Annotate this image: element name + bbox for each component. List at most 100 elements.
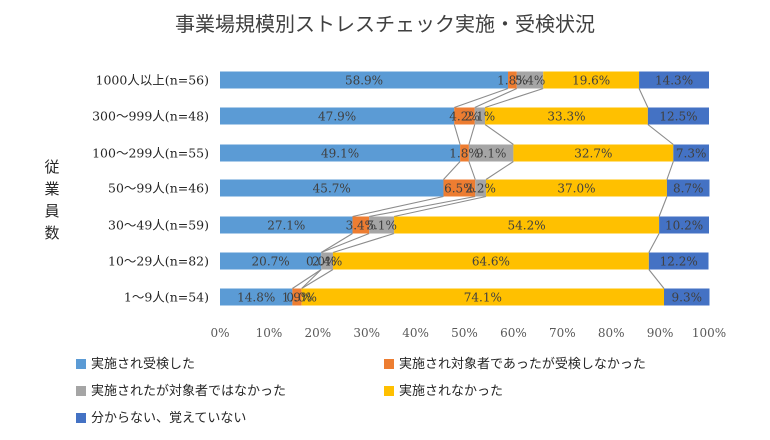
bar-segment (485, 107, 648, 125)
bar-segment (454, 107, 475, 125)
bar-segment (460, 144, 469, 162)
series-line (468, 161, 476, 180)
series-line (658, 196, 668, 217)
bar-segment (220, 179, 444, 197)
data-label: 2.1% (465, 110, 496, 124)
legend-label: 実施され受検した (91, 356, 195, 372)
category-label: 300～999人(n=48) (92, 109, 209, 124)
data-label: 14.8% (237, 291, 275, 305)
category-label: 30～49人(n=59) (108, 218, 209, 233)
data-label: 5.4% (515, 74, 546, 88)
x-tick-label: 50% (451, 326, 478, 340)
category-label: 1000人以上(n=56) (96, 73, 210, 88)
bar-segment (220, 144, 461, 162)
legend-swatch (384, 386, 394, 396)
bar-segment (664, 288, 710, 306)
bar-segment (220, 216, 353, 234)
series-line (332, 232, 395, 254)
data-label: 1.8% (497, 74, 528, 88)
category-label: 10～29人(n=82) (108, 254, 209, 269)
series-lines (292, 87, 674, 289)
series-line (292, 269, 322, 289)
series-line (648, 233, 660, 253)
series-line (320, 233, 353, 253)
bar-segment (220, 288, 293, 306)
data-label: 5.1% (366, 219, 397, 233)
legend-label: 実施されたが対象者ではなかった (91, 383, 286, 399)
data-label: 20.7% (252, 255, 290, 269)
series-line (393, 195, 487, 218)
legend: 実施され受検した 実施され対象者であったが受検しなかった実施されたが対象者ではなか… (76, 356, 646, 426)
legend-swatch (384, 359, 394, 369)
bar-segment (301, 288, 665, 306)
data-label: 7.3% (676, 147, 707, 161)
series-line (301, 269, 322, 289)
series-line (666, 161, 674, 180)
bar-segment (543, 71, 640, 89)
series-line (454, 87, 509, 109)
series-line (474, 87, 518, 109)
y-axis-title-char: 業 (44, 180, 59, 198)
data-label: 64.6% (472, 255, 510, 269)
bar-segment (394, 216, 660, 234)
data-label: 74.1% (464, 291, 502, 305)
category-labels: 1000人以上(n=56) 300～999人(n=48) 100～299人(n=55… (92, 73, 209, 305)
bar-segment (639, 71, 709, 89)
data-label: 49.1% (321, 147, 359, 161)
series-line (638, 88, 649, 108)
bar-segment (292, 288, 302, 306)
data-label: 0.0% (286, 291, 317, 305)
series-line (484, 87, 544, 109)
data-label: 2.2% (465, 182, 496, 196)
y-axis-title-char: 従 (44, 158, 59, 176)
x-tick-label: 100% (692, 326, 726, 340)
bar-segment (666, 179, 710, 197)
x-tick-label: 70% (549, 326, 576, 340)
series-line (647, 124, 674, 145)
bar-segment (220, 71, 509, 89)
data-label: 54.2% (508, 219, 546, 233)
bar-segment (468, 144, 514, 162)
data-label: 12.2% (660, 255, 698, 269)
x-tick-label: 0% (210, 326, 229, 340)
series-line (648, 269, 665, 289)
bar-segment (659, 216, 709, 234)
bar-segment (352, 216, 370, 234)
bar-segment (516, 71, 544, 89)
category-label: 100～299人(n=55) (92, 146, 209, 161)
series-line (352, 195, 444, 218)
category-label: 1～9人(n=54) (124, 290, 209, 305)
series-line (301, 269, 334, 289)
series-line (484, 124, 514, 145)
bar-segment (321, 252, 333, 270)
series-line (485, 161, 514, 180)
data-label: 9.1% (476, 147, 507, 161)
bars (220, 71, 710, 306)
bar-segment (513, 144, 674, 162)
chart-title: 事業場規模別ストレスチェック実施・受検状況 (175, 12, 595, 36)
data-label: 58.9% (345, 74, 383, 88)
data-label: 14.3% (655, 74, 693, 88)
bar-segment (369, 216, 395, 234)
data-label: 8.7% (673, 182, 704, 196)
x-axis-ticks: 0% 10% 20% 30% 40% 50% 60% 70% 80% 90% 100% (210, 326, 726, 340)
x-tick-label: 30% (353, 326, 380, 340)
series-line (468, 124, 476, 145)
bar-segment (647, 107, 709, 125)
data-label: 33.3% (547, 110, 585, 124)
bar-segment (220, 107, 455, 125)
data-label: 9.3% (672, 291, 703, 305)
data-label: 3.4% (346, 219, 377, 233)
series-line (369, 195, 476, 218)
data-labels: 58.9% 1.8%5.4% 19.6% 14.3%47.9% 4.2%2.1% 33.3… (237, 74, 706, 305)
bar-segment (474, 107, 486, 125)
data-label: 2.4% (312, 255, 343, 269)
data-label: 47.9% (318, 110, 356, 124)
bar-segment (673, 144, 709, 162)
data-label: 1.8% (449, 147, 480, 161)
series-line (453, 124, 461, 145)
category-label: 50～99人(n=46) (108, 181, 209, 196)
